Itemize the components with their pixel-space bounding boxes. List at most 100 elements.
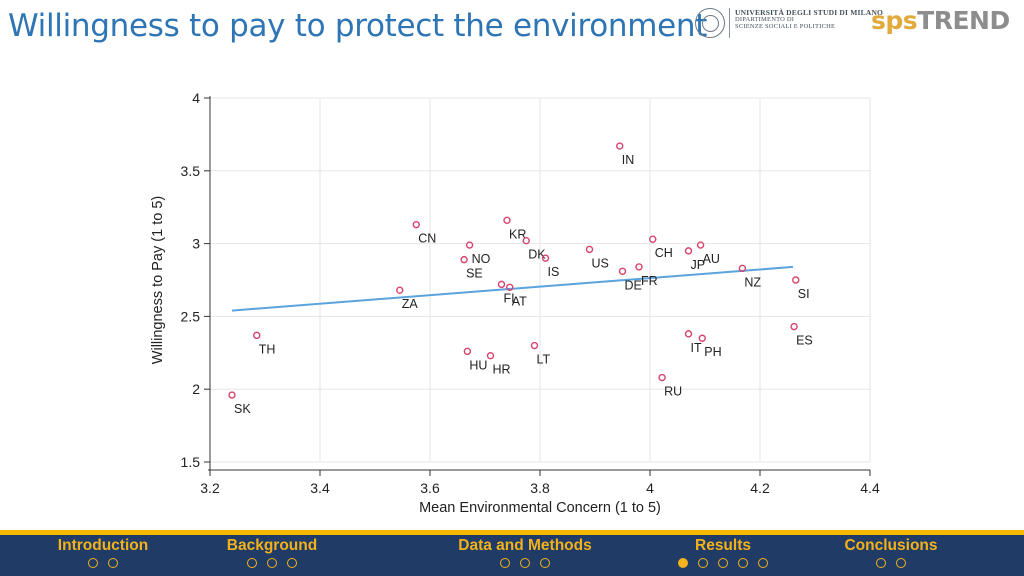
data-point	[396, 286, 404, 294]
brand-part1: sps	[871, 6, 918, 35]
data-point-label: RU	[664, 385, 682, 399]
university-seal-icon	[695, 8, 725, 38]
slide-dot-icon[interactable]	[896, 558, 906, 568]
data-point-label: SK	[234, 402, 251, 416]
university-logo-text: UNIVERSITÀ DEGLI STUDI DI MILANO DIPARTI…	[735, 9, 883, 31]
x-axis-label: Mean Environmental Concern (1 to 5)	[419, 500, 661, 516]
nav-dots-group	[678, 558, 768, 568]
x-tick-label: 3.4	[310, 480, 330, 496]
university-name: UNIVERSITÀ DEGLI STUDI DI MILANO	[735, 8, 884, 17]
data-point	[792, 276, 800, 284]
data-point	[658, 373, 666, 382]
spstrend-logo: spsTREND	[871, 6, 1010, 35]
nav-item-introduction[interactable]: Introduction	[57, 537, 149, 554]
slide-dot-icon[interactable]	[108, 558, 118, 568]
data-point-label: IS	[548, 265, 560, 279]
y-tick-label: 2.5	[181, 308, 201, 324]
data-point-label: LT	[537, 353, 551, 367]
y-tick-label: 2	[192, 381, 200, 397]
y-tick-label: 1.5	[181, 454, 201, 470]
data-point-label: NZ	[744, 275, 761, 289]
logo-divider	[729, 8, 730, 38]
data-point	[738, 264, 747, 273]
department-line1: DIPARTIMENTO DI	[735, 15, 795, 23]
x-tick-label: 3.6	[420, 480, 440, 496]
data-point	[684, 330, 693, 338]
data-point-label: IT	[691, 341, 702, 355]
slide-dot-icon[interactable]	[520, 558, 530, 568]
data-point-label: ES	[796, 334, 813, 348]
y-tick-label: 4	[192, 90, 200, 106]
x-tick-label: 4.4	[860, 480, 880, 496]
data-point	[506, 283, 514, 291]
department-line2: SCIENZE SOCIALI E POLITICHE	[735, 22, 836, 30]
data-point-label: FR	[641, 274, 658, 288]
data-point	[541, 254, 550, 262]
data-point-label: AT	[512, 294, 527, 308]
nav-item-background[interactable]: Background	[226, 537, 318, 554]
x-tick-label: 3.8	[530, 480, 550, 496]
data-point-label: FI	[504, 291, 515, 305]
slide-dot-icon[interactable]	[718, 558, 728, 568]
nav-dots-group	[500, 558, 550, 568]
header-logos: UNIVERSITÀ DEGLI STUDI DI MILANO DIPARTI…	[695, 6, 1020, 42]
slide-dot-icon[interactable]	[247, 558, 257, 568]
nav-dots-group	[876, 558, 906, 568]
x-tick-label: 3.2	[200, 480, 220, 496]
data-point-label: US	[592, 256, 609, 270]
data-point-label: SE	[466, 267, 483, 281]
data-point	[503, 216, 511, 225]
data-point-label: AU	[703, 252, 720, 266]
nav-dots-group	[88, 558, 118, 568]
slide-dot-icon[interactable]	[267, 558, 277, 568]
data-point-label: PH	[704, 345, 721, 359]
data-point-label: JP	[691, 258, 706, 272]
slide-dot-icon[interactable]	[287, 558, 297, 568]
nav-dots-group	[247, 558, 297, 568]
slide-dot-icon[interactable]	[738, 558, 748, 568]
data-point	[635, 263, 643, 271]
data-point	[684, 247, 693, 255]
nav-item-conclusions[interactable]: Conclusions	[844, 537, 938, 554]
data-point-label: IN	[622, 153, 635, 167]
slide-dot-icon[interactable]	[876, 558, 886, 568]
data-point-label: KR	[509, 227, 526, 241]
y-axis-label: Willingness to Pay (1 to 5)	[150, 196, 166, 364]
slide-title: Willingness to pay to protect the enviro…	[8, 8, 708, 44]
data-point	[616, 142, 624, 150]
data-point	[618, 267, 627, 275]
data-point	[696, 241, 705, 249]
slide-dot-icon[interactable]	[500, 558, 510, 568]
slide-dot-icon[interactable]	[88, 558, 98, 568]
data-point	[463, 347, 472, 356]
data-point-label: DK	[528, 248, 546, 262]
brand-part2: TREND	[917, 6, 1010, 35]
current-slide-dot-icon[interactable]	[678, 558, 688, 568]
data-point	[649, 235, 657, 243]
data-point	[522, 236, 530, 245]
slide-dot-icon[interactable]	[758, 558, 768, 568]
data-point-label: NO	[472, 252, 491, 266]
bottom-nav-bar: Introduction Background Data and Methods Re…	[0, 530, 1024, 576]
slide-dot-icon[interactable]	[540, 558, 550, 568]
data-point	[228, 391, 236, 399]
y-tick-label: 3	[192, 236, 200, 252]
data-point	[253, 331, 261, 340]
data-point	[465, 241, 474, 249]
data-point	[698, 334, 706, 342]
data-point	[486, 352, 495, 360]
data-point	[585, 245, 594, 254]
nav-item-results[interactable]: Results	[695, 537, 751, 554]
data-point-label: SI	[798, 287, 810, 301]
data-point-label: HU	[469, 358, 487, 372]
x-tick-label: 4	[646, 480, 654, 496]
slide-dot-icon[interactable]	[698, 558, 708, 568]
nav-accent-line	[0, 530, 1024, 535]
data-point	[497, 280, 506, 289]
data-point-label: ZA	[402, 297, 419, 311]
data-point-label: CH	[655, 246, 673, 260]
nav-item-data-and-methods[interactable]: Data and Methods	[458, 537, 592, 554]
x-tick-label: 4.2	[750, 480, 770, 496]
data-point	[412, 220, 420, 229]
data-point	[530, 341, 539, 350]
